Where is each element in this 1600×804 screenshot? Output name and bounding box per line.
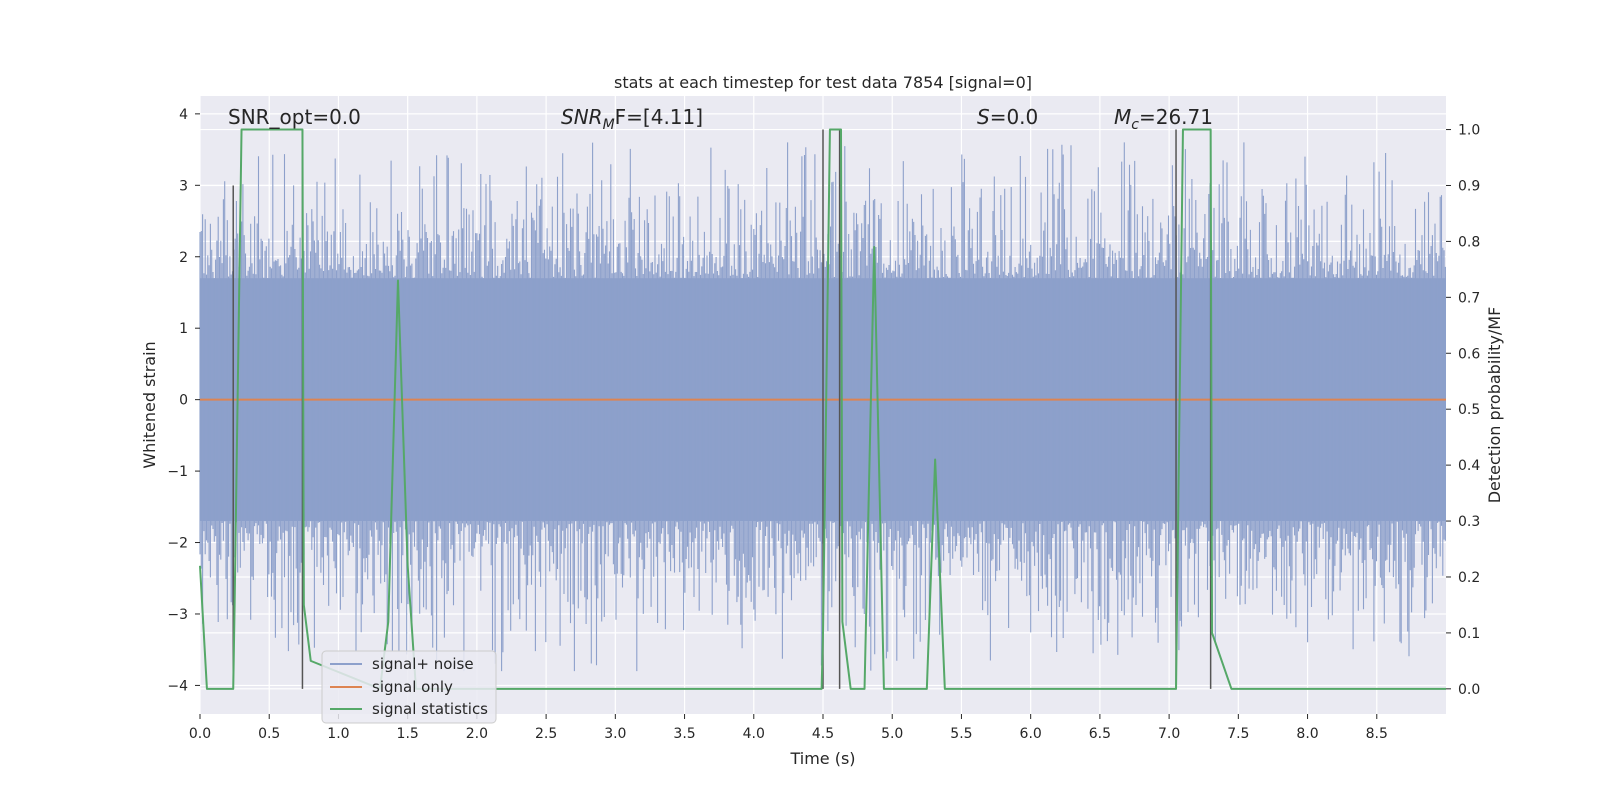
y2-axis-label: Detection probability/MF	[1485, 307, 1504, 504]
x-tick-label-3: 1.5	[397, 726, 419, 742]
y2-tick-label-3: 0.3	[1458, 514, 1480, 530]
annotation-mc-base: M	[1114, 105, 1131, 129]
y-tick-label-3: −1	[167, 464, 188, 480]
legend-label-signal-plus-noise: signal+ noise	[372, 655, 474, 673]
noise-spikes	[199, 142, 1446, 672]
x-tick-label-6: 3.0	[604, 726, 626, 742]
y2-tick-label-2: 0.2	[1458, 570, 1480, 586]
x-tick-label-10: 5.0	[881, 726, 903, 742]
x-tick-label-11: 5.5	[950, 726, 972, 742]
x-tick-label-1: 0.5	[258, 726, 280, 742]
annotation-snr-mf-suffix: F=[4.11]	[615, 105, 703, 129]
series-signal-statistics	[199, 128, 1446, 690]
x-tick-label-16: 8.0	[1296, 726, 1318, 742]
y-tick-label-2: −2	[167, 536, 188, 552]
x-tick-label-8: 4.0	[743, 726, 765, 742]
axes: 0.0 0.5 1.0 1.5 2.0 2.5 3.0 3.5 4.0 4.5 5.0 5.5 6.0 6…	[167, 107, 1480, 742]
x-tick-label-15: 7.5	[1227, 726, 1249, 742]
legend-label-signal-only: signal only	[372, 678, 453, 696]
y2-tick-label-4: 0.4	[1458, 458, 1480, 474]
y-tick-label-7: 3	[179, 178, 188, 194]
series-lines	[199, 128, 1446, 690]
annotation-mc-suffix: =26.71	[1139, 105, 1213, 129]
annotation-snr-opt: SNR_opt=0.0	[228, 105, 361, 129]
legend-box	[321, 650, 497, 724]
x-tick-label-5: 2.5	[535, 726, 557, 742]
y-tick-label-8: 4	[179, 107, 188, 123]
x-tick-label-2: 1.0	[327, 726, 349, 742]
x-tick-label-0: 0.0	[189, 726, 211, 742]
x-tick-label-9: 4.5	[812, 726, 834, 742]
x-axis-label: Time (s)	[789, 749, 855, 768]
y2-tick-label-5: 0.5	[1458, 402, 1480, 418]
annotation-snr-mf-base: SNR	[561, 105, 603, 129]
y2-tick-label-10: 1.0	[1458, 123, 1480, 139]
y2-tick-label-0: 0.0	[1458, 682, 1480, 698]
x-tick-label-7: 3.5	[673, 726, 695, 742]
y-tick-label-0: −4	[167, 678, 188, 694]
annotation-s-base: S	[977, 105, 990, 129]
legend: signal+ noise signal only signal statist…	[321, 650, 497, 724]
y2-tick-label-9: 0.9	[1458, 178, 1480, 194]
annotation-mc: Mc=26.71	[1114, 105, 1213, 133]
annotation-s-suffix: =0.0	[990, 105, 1039, 129]
x-tick-label-4: 2.0	[466, 726, 488, 742]
y2-tick-label-6: 0.6	[1458, 346, 1480, 362]
y2-tick-label-8: 0.8	[1458, 234, 1480, 250]
chart-title: stats at each timestep for test data 785…	[614, 73, 1032, 92]
y-axis-label: Whitened strain	[140, 341, 159, 468]
y-tick-label-6: 2	[179, 250, 188, 266]
x-tick-label-17: 8.5	[1366, 726, 1388, 742]
y2-tick-label-7: 0.7	[1458, 290, 1480, 306]
x-tick-label-12: 6.0	[1020, 726, 1042, 742]
annotation-s: S=0.0	[977, 105, 1038, 129]
annotation-snr-mf: SNRMF=[4.11]	[561, 105, 703, 133]
y2-tick-label-1: 0.1	[1458, 626, 1480, 642]
x-tick-label-14: 7.0	[1158, 726, 1180, 742]
y-tick-label-5: 1	[179, 321, 188, 337]
annotation-mc-sub: c	[1131, 117, 1139, 133]
x-tick-label-13: 6.5	[1089, 726, 1111, 742]
annotation-snr-mf-sub: M	[603, 117, 615, 133]
y-tick-label-4: 0	[179, 393, 188, 409]
y-tick-label-1: −3	[167, 607, 188, 623]
legend-label-signal-statistics: signal statistics	[372, 700, 488, 718]
